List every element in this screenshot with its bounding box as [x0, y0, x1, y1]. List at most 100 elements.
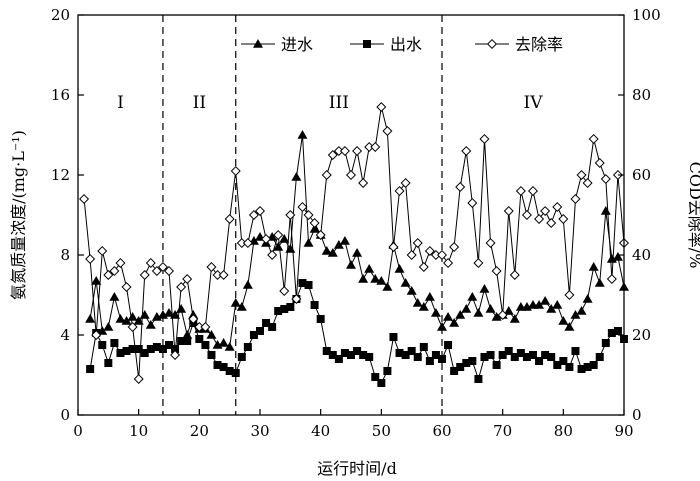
data-point	[582, 177, 593, 189]
data-point	[486, 351, 495, 359]
data-point	[370, 141, 381, 153]
data-point	[170, 349, 181, 361]
data-point	[346, 260, 356, 269]
data-point	[450, 367, 459, 375]
data-point	[503, 205, 514, 217]
data-point	[207, 351, 216, 359]
data-point	[86, 365, 95, 373]
data-point	[503, 306, 514, 315]
data-point	[121, 316, 132, 325]
data-point	[127, 321, 138, 333]
phase-label: III	[329, 93, 349, 113]
data-point	[577, 365, 586, 373]
data-point	[394, 264, 405, 273]
data-point	[182, 273, 193, 285]
data-point	[133, 373, 144, 385]
y2-tick-label: 60	[632, 166, 651, 184]
data-point	[230, 298, 241, 307]
data-point	[607, 329, 616, 337]
data-point	[182, 330, 193, 339]
data-point	[612, 169, 623, 181]
data-point	[400, 278, 411, 287]
data-point	[98, 341, 107, 349]
data-point	[382, 125, 393, 137]
data-point	[394, 185, 405, 197]
data-point	[253, 39, 263, 48]
y2-tick-label: 80	[632, 86, 651, 104]
data-point	[491, 265, 502, 277]
data-point	[468, 357, 477, 365]
y2-tick-label: 0	[632, 406, 642, 424]
data-point	[213, 361, 222, 369]
data-point	[128, 345, 137, 353]
data-point	[576, 306, 587, 315]
data-point	[412, 298, 423, 307]
y-tick-label: 12	[51, 166, 70, 184]
data-point	[412, 237, 423, 249]
data-point	[510, 353, 519, 361]
data-point	[345, 169, 357, 181]
data-point	[121, 281, 132, 293]
data-point	[418, 261, 429, 273]
data-point	[370, 274, 381, 283]
legend-label: 去除率	[515, 35, 563, 54]
data-point	[109, 292, 120, 301]
data-point	[449, 241, 460, 253]
data-point	[504, 347, 513, 355]
label-layer: I II III IV	[117, 93, 543, 113]
data-point	[236, 302, 247, 311]
data-point	[479, 133, 490, 145]
data-point	[364, 264, 375, 273]
data-point	[436, 249, 448, 261]
data-point	[449, 318, 460, 327]
data-point	[201, 341, 210, 349]
data-point	[110, 339, 119, 347]
data-point	[79, 193, 90, 205]
data-point	[559, 357, 568, 365]
data-point	[565, 363, 574, 371]
data-point	[327, 248, 338, 257]
data-point	[285, 209, 296, 221]
data-point	[85, 253, 96, 265]
data-point	[273, 242, 284, 251]
data-point	[582, 294, 593, 303]
data-point	[522, 353, 531, 361]
data-point	[444, 341, 453, 349]
data-point	[455, 181, 466, 193]
data-point	[589, 361, 598, 369]
data-point	[424, 292, 435, 301]
data-point	[529, 351, 537, 359]
data-point	[588, 133, 599, 145]
data-point	[600, 173, 611, 185]
legend-label: 进水	[281, 35, 313, 54]
data-point	[541, 351, 550, 359]
data-point	[588, 262, 599, 271]
data-point	[321, 246, 332, 255]
data-point	[438, 355, 446, 363]
y2-tick-label: 100	[632, 6, 661, 24]
data-point	[418, 302, 429, 311]
data-point	[163, 265, 175, 277]
data-point	[176, 304, 187, 313]
data-point	[279, 234, 290, 243]
data-point	[127, 312, 138, 321]
data-point	[486, 38, 498, 50]
data-point	[116, 349, 125, 357]
data-point	[479, 284, 490, 293]
data-point	[430, 308, 441, 317]
data-point	[340, 349, 349, 357]
data-point	[140, 349, 149, 357]
data-point	[151, 265, 162, 277]
data-point	[254, 205, 266, 217]
data-point	[273, 229, 284, 241]
data-point	[600, 206, 611, 215]
data-point	[570, 310, 581, 319]
data-point	[564, 289, 575, 301]
data-point	[461, 145, 472, 157]
data-point	[316, 315, 325, 323]
data-point	[407, 347, 416, 355]
data-point	[177, 337, 186, 345]
data-point	[558, 213, 569, 225]
y-tick-label: 20	[51, 6, 70, 24]
